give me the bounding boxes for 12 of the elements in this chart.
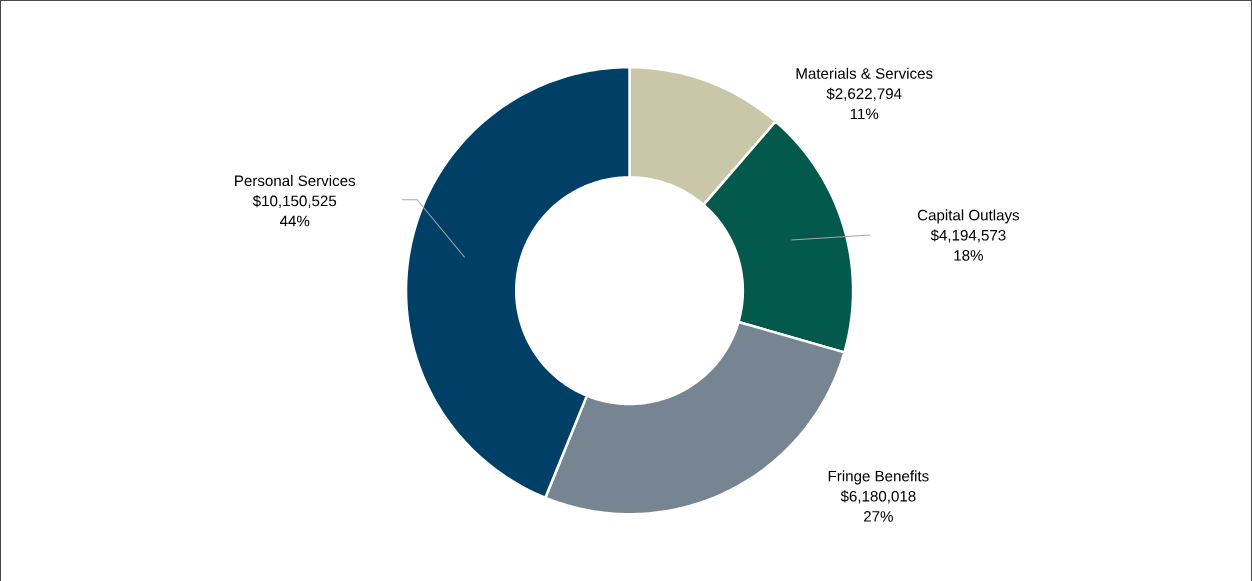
data-label: $10,150,525 <box>252 194 337 208</box>
data-label: $4,194,573 <box>930 229 1006 243</box>
data-label: $2,622,794 <box>826 87 902 101</box>
text: 18% <box>954 249 983 261</box>
text: 44% <box>279 215 310 227</box>
slice-label: Capital Outlays <box>917 209 1020 224</box>
slice-label: Personal Services <box>235 174 356 186</box>
slice-label: Materials & Services <box>796 67 933 79</box>
text: 11% <box>850 108 879 119</box>
text: 27% <box>864 510 893 522</box>
slice-label: Fringe Benefits <box>828 470 929 485</box>
data-label: $6,180,018 <box>840 490 916 504</box>
